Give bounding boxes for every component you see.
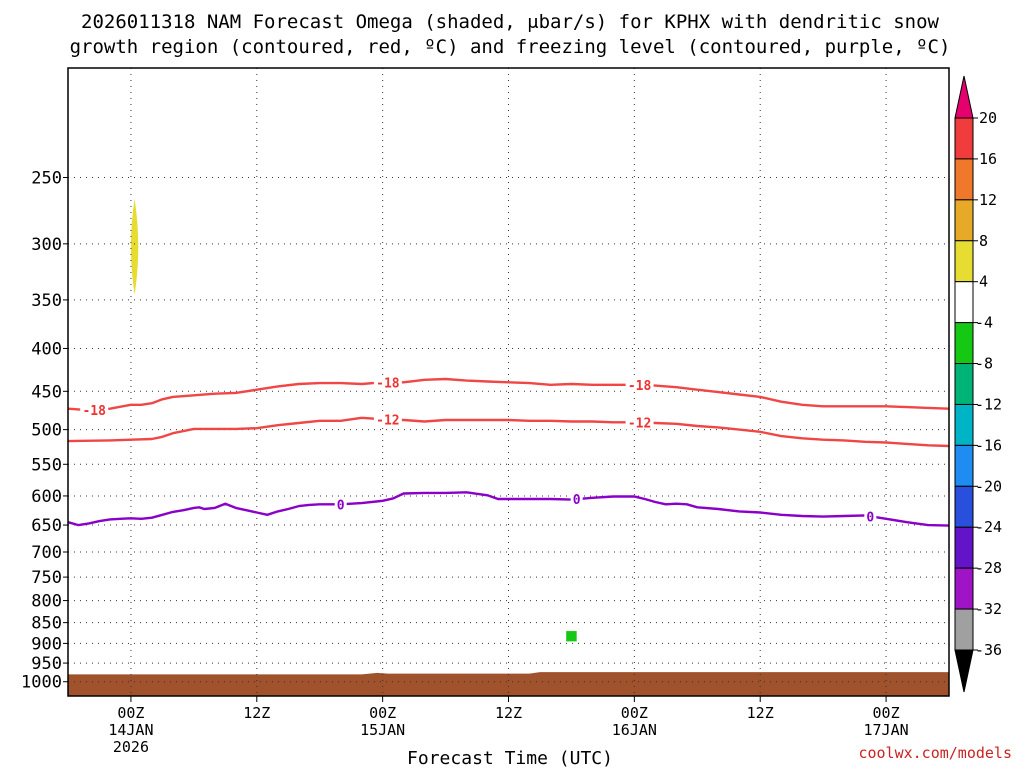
contour-line: [67, 491, 950, 527]
colorbar-segment: [954, 526, 974, 569]
y-tick-label: 950: [31, 654, 62, 674]
colorbar-tick-label: -28: [975, 559, 1002, 577]
omega-downward-motion-region: [566, 631, 577, 642]
contour-label-background: [373, 412, 402, 427]
y-tick-label: 400: [31, 339, 62, 359]
terrain-fill: [68, 672, 949, 696]
colorbar-segment: [954, 567, 974, 610]
x-axis-label: Forecast Time (UTC): [407, 748, 613, 768]
x-tick-label: 16JAN: [612, 721, 657, 739]
contour-label-background: [373, 375, 402, 390]
y-tick-label: 300: [31, 235, 62, 255]
y-tick-label: 900: [31, 634, 62, 654]
colorbar-tick-label: -16: [975, 436, 1002, 454]
contour-label: -12: [376, 413, 399, 428]
contour-label: -12: [628, 416, 651, 431]
colorbar-segment: [954, 117, 974, 160]
contours: -18 -18 -18 -12 -12 0 0 0: [67, 375, 950, 527]
x-tick-label: 00Z: [369, 704, 396, 722]
y-tick-label: 250: [31, 169, 62, 189]
colorbar-tick-label: -8: [975, 355, 993, 373]
title-line-1: 2026011318 NAM Forecast Omega (shaded, μ…: [81, 11, 939, 33]
contour-label: 0: [337, 498, 345, 513]
colorbar-segment: [954, 363, 974, 405]
x-tick-label: 17JAN: [863, 721, 908, 739]
colorbar-segment: [954, 444, 974, 487]
x-tick-label: 15JAN: [360, 721, 405, 739]
colorbar-tick-label: -4: [975, 314, 993, 332]
colorbar-tick-label: 8: [979, 232, 988, 250]
contour-label-background: [570, 492, 583, 507]
x-tick-label: 2026: [113, 738, 149, 756]
contour-label-background: [864, 509, 877, 524]
y-tick-label: 650: [31, 516, 62, 536]
colorbar-tick-label: -36: [975, 641, 1002, 659]
y-tick-label: 800: [31, 592, 62, 612]
colorbar-tick-label: 4: [979, 273, 988, 291]
contour-label-background: [625, 415, 654, 430]
y-tick-label: 550: [31, 455, 62, 475]
contour-label-background: [625, 377, 654, 392]
colorbar-tick-label: 16: [979, 150, 997, 168]
contour-label: 0: [866, 510, 874, 525]
colorbar-tick-label: -32: [975, 600, 1002, 618]
omega-shading: [130, 198, 577, 642]
y-tick-label: 450: [31, 382, 62, 402]
y-tick-label: 850: [31, 614, 62, 634]
y-tick-label: 600: [31, 487, 62, 507]
y-tick-label: 1000: [21, 673, 62, 693]
colorbar-tick-label: -20: [975, 477, 1002, 495]
x-tick-label: 12Z: [747, 704, 774, 722]
y-tick-label: 700: [31, 543, 62, 563]
contour-label: -18: [82, 404, 106, 419]
colorbar-segment: [954, 199, 974, 242]
colorbar-segment: [954, 485, 974, 528]
colorbar-tick-label: 12: [979, 191, 997, 209]
colorbar-top-arrow: [954, 75, 974, 119]
contour-label: -18: [628, 379, 652, 394]
contour-label: -18: [376, 376, 400, 391]
colorbar-tick-label: -24: [975, 518, 1002, 536]
contour-line: [67, 377, 950, 412]
colorbar-segment: [954, 322, 974, 365]
contour-label: 0: [573, 493, 581, 508]
contour-line: [67, 416, 950, 448]
y-tick-label: 350: [31, 291, 62, 311]
contour-label-background: [80, 402, 109, 417]
colorbar-segment: [954, 158, 974, 201]
y-tick-label: 750: [31, 568, 62, 588]
contour-label-background: [334, 497, 347, 512]
x-tick-label: 00Z: [873, 704, 900, 722]
y-tick-label: 500: [31, 421, 62, 441]
x-tick-label: 12Z: [495, 704, 522, 722]
plot-area: -18 -18 -18 -12 -12 0 0 0: [67, 67, 950, 697]
colorbar-segment: [954, 240, 974, 283]
title-line-2: growth region (contoured, red, ºC) and f…: [70, 36, 951, 58]
x-tick-label: 00Z: [117, 704, 144, 722]
colorbar-bottom-arrow: [954, 649, 974, 693]
colorbar-tick-label: 20: [979, 109, 997, 127]
x-tick-label: 00Z: [621, 704, 648, 722]
x-tick-label: 14JAN: [108, 721, 153, 739]
colorbar-segment: [954, 281, 974, 324]
colorbar-segment: [954, 403, 974, 446]
chart-title: 2026011318 NAM Forecast Omega (shaded, μ…: [70, 11, 951, 58]
x-tick-label: 12Z: [243, 704, 270, 722]
y-axis-ticks: 2503003504004505005506006507007508008509…: [21, 169, 68, 693]
terrain: [68, 672, 949, 696]
colorbar-tick-label: -12: [975, 395, 1002, 413]
omega-upward-motion-region: [130, 198, 139, 295]
colorbar: 20 16 12 8 4 -4 -8 -12 -16 -20 -24 -28 -32 -36: [954, 75, 1002, 693]
credit-text: coolwx.com/models: [858, 744, 1012, 762]
colorbar-segment: [954, 608, 974, 651]
